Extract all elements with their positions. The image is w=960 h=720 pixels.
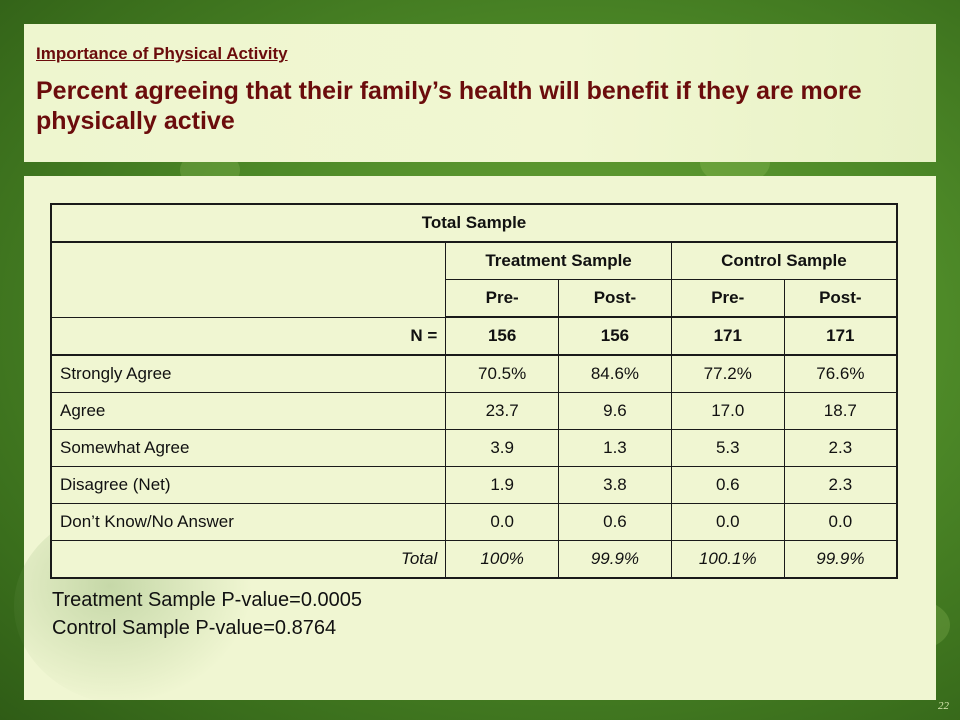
table-subheader-row: Pre- Post- Pre- Post- bbox=[51, 279, 898, 318]
table-cell: 1.3 bbox=[558, 429, 672, 467]
table-header-row: Total Sample bbox=[50, 203, 898, 243]
n-value: 171 bbox=[783, 316, 898, 356]
n-value: 156 bbox=[558, 316, 672, 356]
total-sample-header: Total Sample bbox=[50, 203, 898, 243]
table-cell: 23.7 bbox=[445, 392, 560, 430]
total-cell: 100.1% bbox=[670, 540, 785, 579]
table-cell: 17.0 bbox=[670, 392, 785, 430]
table-cell: 3.8 bbox=[558, 466, 672, 504]
table-cell: 5.3 bbox=[670, 429, 785, 467]
empty-header-cell bbox=[50, 241, 447, 318]
control-pre-header: Pre- bbox=[670, 279, 785, 318]
table-cell: 3.9 bbox=[445, 429, 560, 467]
total-row: Total 100% 99.9% 100.1% 99.9% bbox=[50, 540, 898, 579]
table-cell: 2.3 bbox=[783, 466, 898, 504]
row-label: Disagree (Net) bbox=[50, 466, 447, 504]
row-label: Don’t Know/No Answer bbox=[50, 503, 447, 541]
treatment-post-header: Post- bbox=[558, 279, 672, 318]
table-cell: 18.7 bbox=[783, 392, 898, 430]
table-group-header-row: Treatment Sample Control Sample bbox=[50, 241, 898, 318]
table-cell: 0.6 bbox=[558, 503, 672, 541]
table-cell: 2.3 bbox=[783, 429, 898, 467]
survey-results-table: Total Sample Treatment Sample Control Sa… bbox=[50, 203, 898, 579]
control-post-header: Post- bbox=[783, 279, 898, 318]
table-cell: 70.5% bbox=[445, 354, 560, 393]
table-cell: 1.9 bbox=[445, 466, 560, 504]
treatment-p-value: Treatment Sample P-value=0.0005 bbox=[52, 589, 362, 611]
control-sample-header: Control Sample bbox=[670, 241, 898, 280]
table-cell: 0.0 bbox=[783, 503, 898, 541]
total-cell: 100% bbox=[445, 540, 560, 579]
table-cell: 0.0 bbox=[670, 503, 785, 541]
row-label: Strongly Agree bbox=[50, 354, 447, 393]
table-cell: 0.0 bbox=[445, 503, 560, 541]
table-row: Strongly Agree 70.5% 84.6% 77.2% 76.6% bbox=[50, 354, 898, 393]
section-title: Importance of Physical Activity bbox=[36, 44, 288, 63]
table-row: Somewhat Agree 3.9 1.3 5.3 2.3 bbox=[50, 429, 898, 467]
title-panel: Importance of Physical Activity Percent … bbox=[24, 24, 936, 162]
table-cell: 0.6 bbox=[670, 466, 785, 504]
content-panel: Total Sample Treatment Sample Control Sa… bbox=[14, 176, 936, 706]
row-label: Agree bbox=[50, 392, 447, 430]
treatment-pre-header: Pre- bbox=[445, 279, 560, 318]
total-cell: 99.9% bbox=[558, 540, 672, 579]
slide-number: 22 bbox=[938, 700, 949, 712]
table-cell: 77.2% bbox=[670, 354, 785, 393]
table-row: Disagree (Net) 1.9 3.8 0.6 2.3 bbox=[50, 466, 898, 504]
table-row: Agree 23.7 9.6 17.0 18.7 bbox=[50, 392, 898, 430]
total-label: Total bbox=[50, 540, 447, 579]
n-row: N = 156 156 171 171 bbox=[50, 316, 898, 356]
control-p-value: Control Sample P-value=0.8764 bbox=[52, 617, 337, 639]
slide-headline: Percent agreeing that their family’s hea… bbox=[36, 77, 862, 135]
n-value: 156 bbox=[445, 316, 560, 356]
table-cell: 76.6% bbox=[783, 354, 898, 393]
n-label: N = bbox=[50, 316, 447, 356]
row-label: Somewhat Agree bbox=[50, 429, 447, 467]
table-cell: 9.6 bbox=[558, 392, 672, 430]
treatment-sample-header: Treatment Sample bbox=[445, 241, 672, 280]
total-cell: 99.9% bbox=[783, 540, 898, 579]
table-row: Don’t Know/No Answer 0.0 0.6 0.0 0.0 bbox=[50, 503, 898, 541]
table-cell: 84.6% bbox=[558, 354, 672, 393]
n-value: 171 bbox=[670, 316, 785, 356]
